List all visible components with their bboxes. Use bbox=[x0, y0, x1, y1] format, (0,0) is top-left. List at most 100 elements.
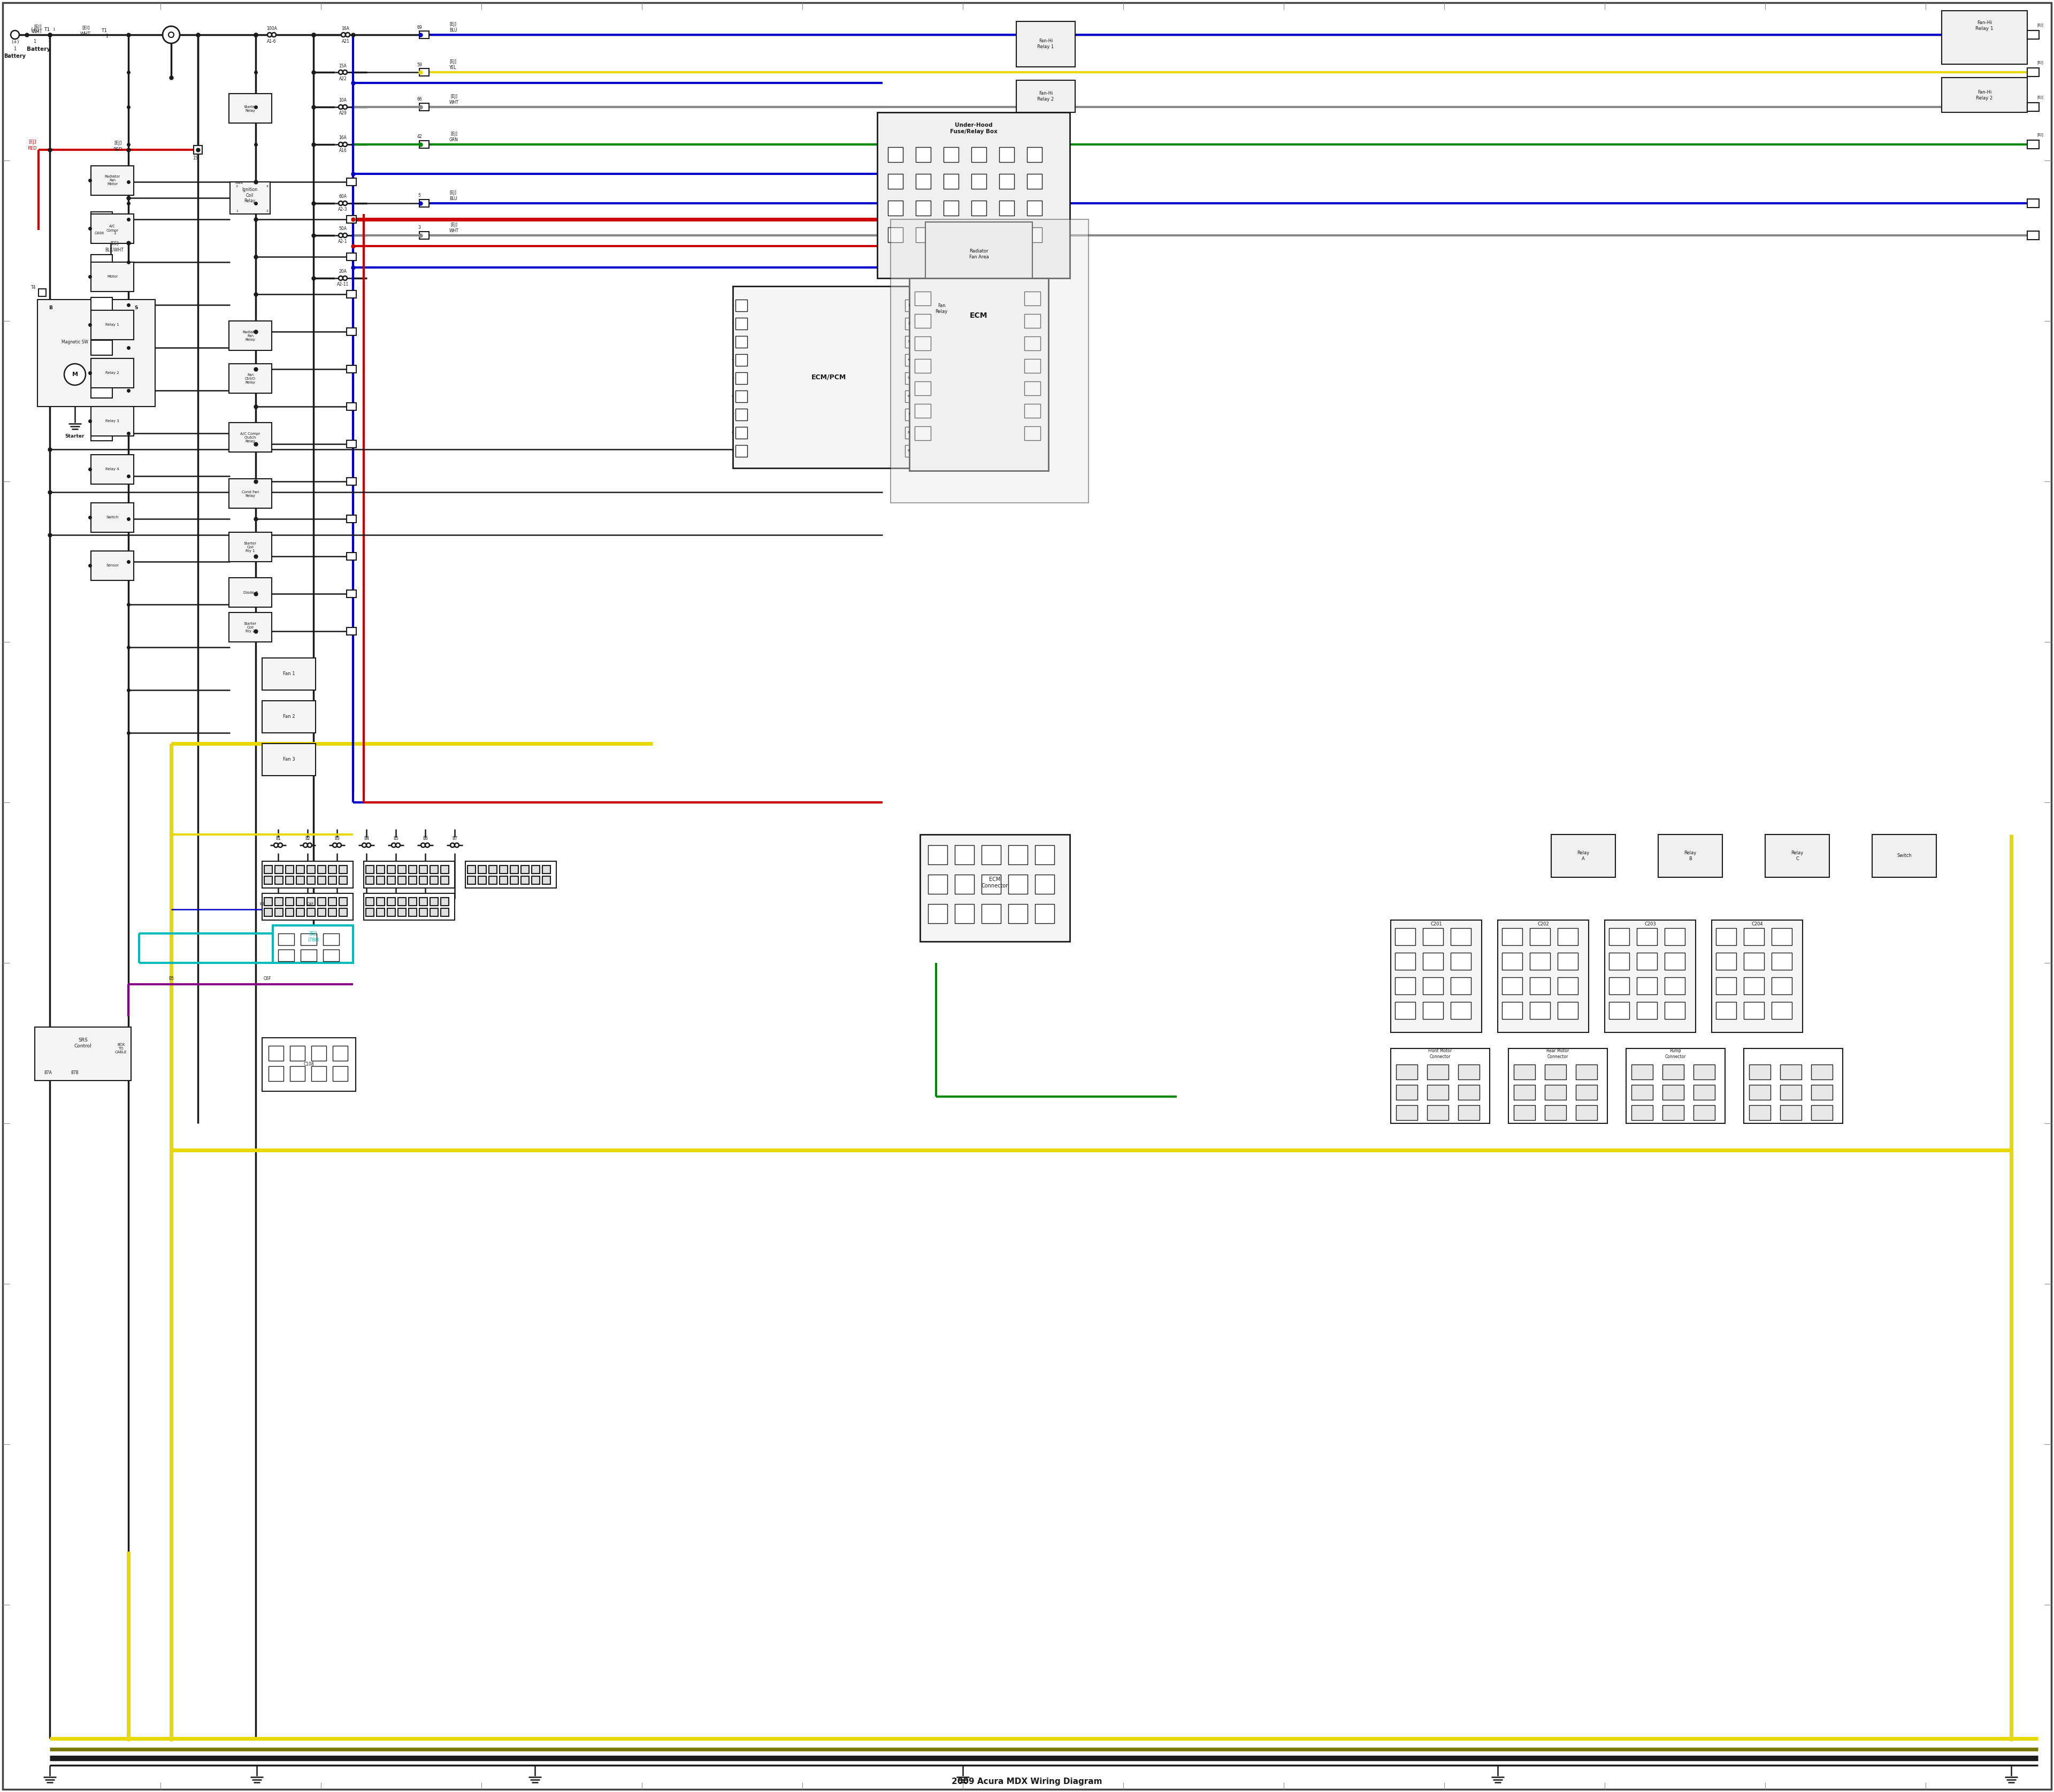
Text: [EJ]: [EJ] bbox=[2038, 95, 2044, 99]
Text: T1: T1 bbox=[43, 27, 49, 32]
Text: B1: B1 bbox=[275, 835, 281, 840]
Text: 1: 1 bbox=[47, 38, 51, 43]
Bar bbox=[1781, 1064, 1801, 1079]
Text: Under-Hood
Fuse/Relay Box: Under-Hood Fuse/Relay Box bbox=[949, 122, 998, 134]
Text: 9: 9 bbox=[731, 450, 733, 452]
Bar bbox=[1662, 1106, 1684, 1120]
Text: 42: 42 bbox=[417, 134, 421, 140]
Bar bbox=[1715, 1002, 1736, 1020]
Text: B5: B5 bbox=[168, 977, 175, 982]
Bar bbox=[906, 317, 916, 330]
Circle shape bbox=[362, 842, 366, 848]
Bar bbox=[466, 862, 557, 889]
Text: Relay 1: Relay 1 bbox=[105, 323, 119, 326]
Bar bbox=[955, 846, 974, 864]
Text: 6: 6 bbox=[908, 394, 910, 398]
Bar bbox=[263, 701, 316, 733]
Bar bbox=[90, 426, 113, 441]
Bar bbox=[228, 478, 271, 509]
Circle shape bbox=[339, 142, 343, 147]
Bar bbox=[906, 444, 916, 457]
Text: B5: B5 bbox=[392, 835, 398, 840]
Bar bbox=[1750, 1064, 1771, 1079]
Text: 3: 3 bbox=[908, 340, 910, 342]
Bar bbox=[364, 862, 454, 889]
Bar bbox=[1025, 382, 1041, 396]
Bar bbox=[735, 391, 748, 401]
Bar bbox=[1631, 1064, 1653, 1079]
Bar bbox=[914, 337, 930, 351]
Bar bbox=[998, 228, 1015, 242]
Bar bbox=[429, 876, 438, 883]
Bar bbox=[339, 876, 347, 883]
Bar bbox=[347, 590, 355, 597]
Bar bbox=[398, 876, 407, 883]
Bar bbox=[1395, 977, 1415, 995]
Bar bbox=[2027, 231, 2040, 240]
Text: C4F: C4F bbox=[306, 903, 314, 905]
Bar bbox=[1608, 977, 1629, 995]
Bar bbox=[1664, 953, 1684, 969]
Bar bbox=[388, 866, 394, 873]
Text: B6: B6 bbox=[423, 835, 427, 840]
Text: WHT: WHT bbox=[33, 30, 43, 34]
Bar bbox=[90, 297, 113, 312]
Bar bbox=[998, 174, 1015, 188]
Text: Pump
Connector: Pump Connector bbox=[1664, 1048, 1686, 1059]
Bar bbox=[887, 201, 904, 215]
Bar bbox=[1750, 1084, 1771, 1100]
Text: [EJ]: [EJ] bbox=[308, 932, 316, 935]
Bar bbox=[306, 866, 314, 873]
Bar bbox=[1545, 1106, 1565, 1120]
Bar bbox=[376, 909, 384, 916]
Bar bbox=[499, 866, 507, 873]
Bar bbox=[1608, 953, 1629, 969]
Text: 2009 Acura MDX Wiring Diagram: 2009 Acura MDX Wiring Diagram bbox=[951, 1778, 1103, 1785]
Bar bbox=[916, 147, 930, 161]
Text: Battery: Battery bbox=[4, 54, 27, 59]
Bar bbox=[887, 147, 904, 161]
Bar bbox=[982, 846, 1000, 864]
Bar bbox=[877, 113, 1070, 278]
Bar bbox=[312, 1047, 327, 1061]
Circle shape bbox=[343, 276, 347, 280]
Text: ECM/PCM: ECM/PCM bbox=[811, 375, 846, 380]
Text: 2: 2 bbox=[267, 210, 269, 213]
Bar bbox=[1027, 174, 1041, 188]
Text: 7: 7 bbox=[908, 414, 910, 416]
Bar bbox=[376, 876, 384, 883]
Text: Motor: Motor bbox=[107, 274, 117, 278]
Bar bbox=[90, 174, 113, 190]
Bar bbox=[522, 876, 530, 883]
Bar bbox=[1025, 403, 1041, 418]
Bar bbox=[509, 866, 518, 873]
Text: [EJ]
GRN: [EJ] GRN bbox=[450, 133, 458, 142]
Text: 59: 59 bbox=[417, 63, 421, 66]
Text: 1: 1 bbox=[33, 39, 37, 43]
Bar bbox=[333, 1047, 347, 1061]
Text: Relay
A: Relay A bbox=[1577, 851, 1590, 862]
Bar bbox=[90, 550, 134, 581]
Bar bbox=[1501, 953, 1522, 969]
Text: RED: RED bbox=[27, 147, 37, 151]
Text: Sensor: Sensor bbox=[107, 564, 119, 566]
Text: A1-6: A1-6 bbox=[267, 39, 277, 43]
Circle shape bbox=[341, 32, 345, 38]
Bar bbox=[296, 876, 304, 883]
Bar bbox=[376, 898, 384, 905]
Bar bbox=[1715, 977, 1736, 995]
Bar bbox=[1744, 977, 1764, 995]
Text: A2-1: A2-1 bbox=[339, 240, 347, 244]
Bar bbox=[442, 898, 448, 905]
Text: Radiator
Fan
Motor: Radiator Fan Motor bbox=[105, 176, 121, 186]
Text: S: S bbox=[136, 305, 138, 310]
Bar bbox=[263, 894, 353, 919]
Bar bbox=[318, 898, 327, 905]
Text: ECM
Connector: ECM Connector bbox=[982, 876, 1009, 889]
Bar bbox=[982, 874, 1000, 894]
Circle shape bbox=[339, 233, 343, 238]
Bar bbox=[322, 950, 339, 961]
Text: A29: A29 bbox=[339, 111, 347, 116]
Bar bbox=[887, 174, 904, 188]
Bar bbox=[1428, 1084, 1448, 1100]
